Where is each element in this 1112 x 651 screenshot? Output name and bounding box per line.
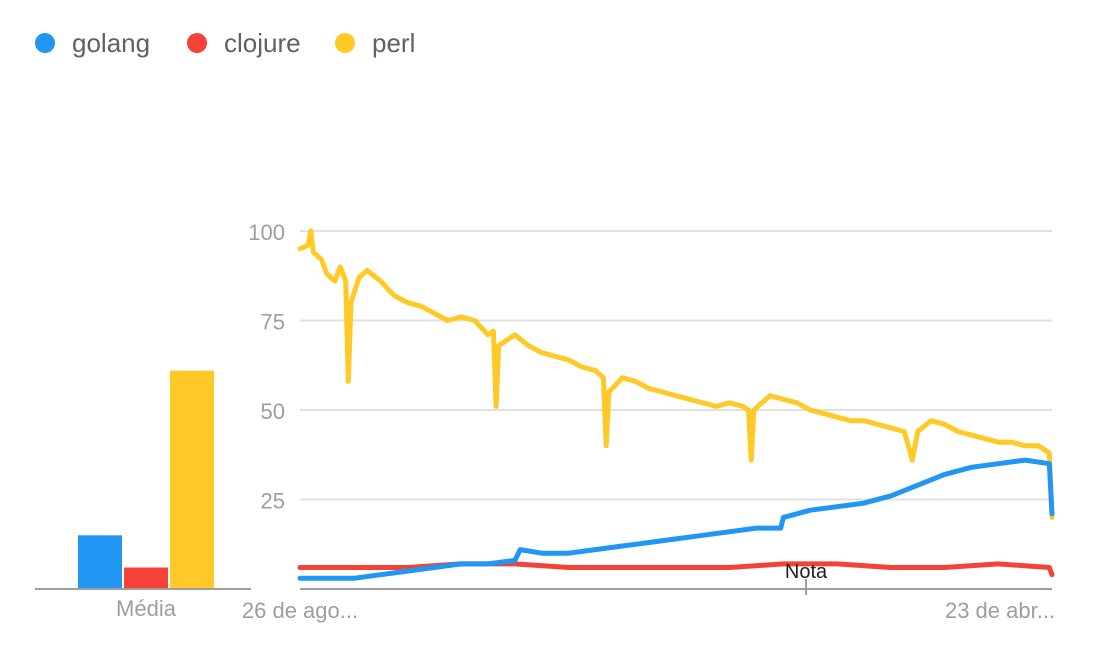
legend-marker-clojure — [187, 33, 207, 53]
bar-clojure — [124, 567, 168, 589]
legend-label-perl: perl — [372, 28, 415, 58]
y-tick-label-100: 100 — [248, 220, 285, 245]
bar-perl — [170, 370, 214, 589]
time-series-lines — [297, 228, 1055, 581]
y-tick-label-75: 75 — [261, 310, 285, 335]
x-tick-label-end: 23 de abr... — [945, 598, 1055, 623]
y-axis-ticks: 25 50 75 100 — [248, 220, 285, 514]
legend-marker-golang — [35, 33, 55, 53]
series-line-golang — [297, 457, 1055, 581]
legend: golang clojure perl — [35, 28, 415, 58]
x-tick-label-start: 26 de ago... — [242, 598, 358, 623]
legend-label-clojure: clojure — [224, 28, 301, 58]
grid-lines — [300, 230, 1052, 501]
legend-marker-perl — [335, 33, 355, 53]
y-tick-label-50: 50 — [261, 399, 285, 424]
y-tick-label-25: 25 — [261, 489, 285, 514]
legend-label-golang: golang — [72, 28, 150, 58]
note-annotation[interactable]: Nota — [785, 561, 828, 583]
x-axis: Nota 26 de ago... 23 de abr... — [242, 561, 1055, 623]
bar-category-label: Média — [116, 596, 177, 621]
bar-golang — [78, 535, 122, 589]
series-line-perl — [297, 228, 1055, 520]
average-bar-chart: Média — [35, 370, 251, 621]
